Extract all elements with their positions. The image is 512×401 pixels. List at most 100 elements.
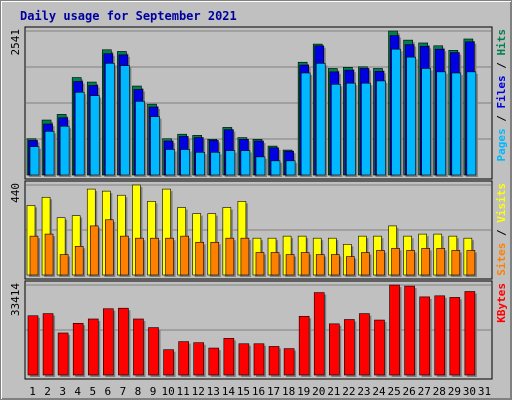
x-tick-label: 13 (207, 385, 220, 398)
kbytes-bar (434, 295, 446, 376)
kbytes-bar (238, 343, 250, 376)
kbytes-bar (359, 313, 370, 376)
x-tick-label: 29 (448, 385, 461, 398)
sites-bar (165, 237, 174, 276)
x-tick-label: 6 (105, 385, 112, 398)
x-tick-label: 26 (403, 385, 416, 398)
x-tick-label: 2 (44, 385, 51, 398)
pages-bar (180, 149, 190, 176)
x-tick-label: 23 (357, 385, 370, 398)
legend-1: Pages / Files / Hits (495, 29, 508, 162)
legend-2: Sites / Visits (495, 183, 508, 276)
pages-bar (210, 152, 221, 176)
sites-bar (150, 237, 159, 276)
pages-bar (29, 146, 40, 176)
sites-bar (285, 254, 295, 276)
x-tick-label: 21 (327, 385, 340, 398)
pages-bar (330, 84, 341, 176)
kbytes-bar (449, 297, 461, 376)
sites-bar (391, 248, 400, 276)
kbytes-bar (328, 323, 340, 376)
pages-bar (376, 80, 386, 176)
kbytes-bar (163, 349, 174, 376)
sites-bar (195, 241, 205, 276)
sites-bar (29, 235, 39, 276)
kbytes-bar (27, 315, 39, 376)
sites-bar (436, 248, 446, 276)
kbytes-bar (148, 327, 159, 376)
x-tick-label: 12 (192, 385, 205, 398)
legend-entry: Hits (495, 29, 508, 56)
x-tick-label: 4 (74, 385, 81, 398)
pages-bar (225, 150, 236, 176)
pages-bar (391, 48, 401, 176)
kbytes-bar (193, 342, 205, 376)
kbytes-bar (374, 319, 385, 376)
kbytes-bar (268, 346, 280, 376)
kbytes-bar (133, 318, 144, 376)
sites-bar (120, 235, 129, 276)
sites-bar (315, 254, 325, 276)
sites-bar (105, 219, 114, 276)
kbytes-bar (57, 332, 69, 376)
pages-bar (436, 71, 447, 176)
sites-bar (44, 233, 54, 276)
pages-bar (74, 91, 85, 176)
x-tick-label: 10 (161, 385, 174, 398)
x-tick-label: 31 (478, 385, 491, 398)
kbytes-bar (223, 338, 235, 376)
kbytes-bar (464, 291, 476, 376)
pages-bar (255, 156, 266, 176)
legend-entry: KBytes (495, 283, 508, 323)
x-tick-label: 1 (29, 385, 36, 398)
pages-bar (421, 68, 431, 176)
kbytes-bar (283, 348, 295, 376)
pages-bar (406, 56, 416, 176)
sites-bar (59, 254, 69, 276)
x-tick-label: 25 (387, 385, 400, 398)
kbytes-bar (344, 319, 355, 376)
x-tick-label: 22 (342, 385, 355, 398)
sites-bar (210, 241, 220, 276)
pages-bar (105, 63, 115, 176)
kbytes-bar (404, 285, 415, 376)
kbytes-bar (389, 284, 400, 376)
kbytes-bar (87, 318, 99, 376)
x-tick-label: 28 (433, 385, 446, 398)
pages-bar (59, 125, 70, 176)
pages-bar (150, 116, 160, 176)
pages-bar (44, 131, 55, 176)
kbytes-bar (42, 313, 54, 376)
sites-bar (421, 248, 430, 276)
kbytes-bar (103, 308, 114, 376)
pages-bar (240, 150, 251, 176)
y-max-label: 2541 (9, 29, 22, 56)
pages-bar (195, 152, 206, 176)
x-tick-label: 5 (89, 385, 96, 398)
kbytes-bar (313, 292, 325, 376)
x-tick-label: 17 (267, 385, 280, 398)
pages-bar (120, 65, 130, 176)
sites-bar (180, 235, 189, 276)
pages-bar (135, 101, 145, 176)
legend-entry: Visits (495, 183, 508, 223)
kbytes-bar (419, 296, 430, 376)
sites-bar (330, 254, 340, 276)
legend-3: KBytes (495, 283, 508, 323)
x-tick-label: 3 (59, 385, 66, 398)
pages-bar (89, 95, 100, 176)
sites-bar (225, 237, 235, 276)
pages-bar (346, 82, 356, 176)
x-tick-label: 24 (372, 385, 386, 398)
kbytes-bar (253, 343, 265, 376)
sites-bar (255, 252, 265, 276)
kbytes-bar (208, 347, 220, 376)
sites-bar (361, 252, 370, 276)
x-tick-label: 15 (237, 385, 250, 398)
pages-bar (451, 72, 462, 176)
sites-bar (270, 252, 280, 276)
sites-bar (466, 250, 476, 276)
sites-bar (74, 246, 84, 276)
